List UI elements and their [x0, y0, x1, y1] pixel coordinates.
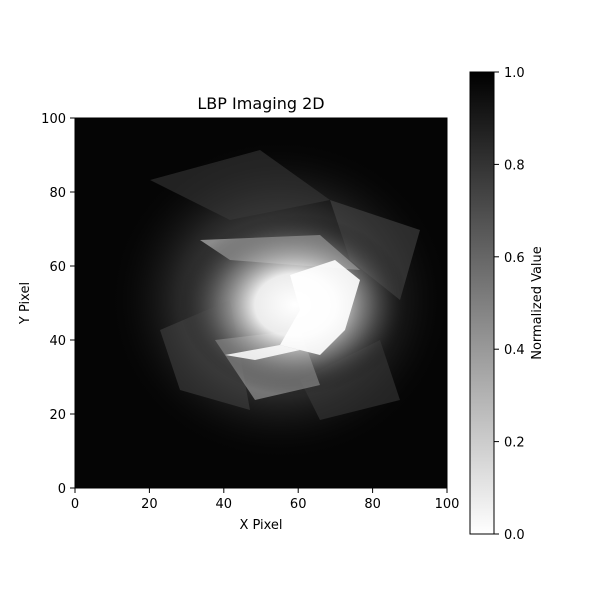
- heatmap-area: [75, 118, 447, 488]
- y-axis: 0 20 40 60 80 100: [41, 112, 75, 497]
- x-tick-label: 40: [216, 497, 233, 512]
- x-tick-label: 100: [435, 497, 460, 512]
- heatmap-bright-core: [180, 215, 410, 395]
- y-tick-label: 80: [49, 186, 66, 201]
- y-tick-label: 40: [49, 334, 66, 349]
- x-tick-label: 20: [141, 497, 158, 512]
- x-axis-label: X Pixel: [239, 518, 282, 533]
- colorbar-tick-label: 0.0: [504, 528, 525, 543]
- colorbar-tick-label: 1.0: [504, 66, 525, 81]
- colorbar-tick-label: 0.4: [504, 343, 525, 358]
- heatmap-peak: [280, 260, 360, 355]
- colorbar-label: Normalized Value: [530, 246, 545, 360]
- x-axis: 0 20 40 60 80 100: [71, 488, 460, 512]
- x-tick-label: 60: [290, 497, 307, 512]
- x-tick-label: 80: [364, 497, 381, 512]
- colorbar: [469, 71, 495, 535]
- y-tick-label: 60: [49, 260, 66, 275]
- y-tick-label: 100: [41, 112, 66, 127]
- heatmap-peak: [225, 345, 300, 360]
- plot-frame: [74, 117, 448, 489]
- y-tick-label: 20: [49, 408, 66, 423]
- y-axis-label: Y Pixel: [18, 282, 33, 325]
- colorbar-tick-label: 0.2: [504, 436, 525, 451]
- colorbar-tick-label: 0.6: [504, 251, 525, 266]
- chart-title: LBP Imaging 2D: [197, 94, 324, 113]
- heatmap-facet: [150, 150, 330, 220]
- y-tick-label: 0: [58, 482, 66, 497]
- x-tick-label: 0: [71, 497, 79, 512]
- colorbar-tick-label: 0.8: [504, 158, 525, 173]
- colorbar-axis: 0.0 0.2 0.4 0.6 0.8 1.0: [494, 66, 525, 543]
